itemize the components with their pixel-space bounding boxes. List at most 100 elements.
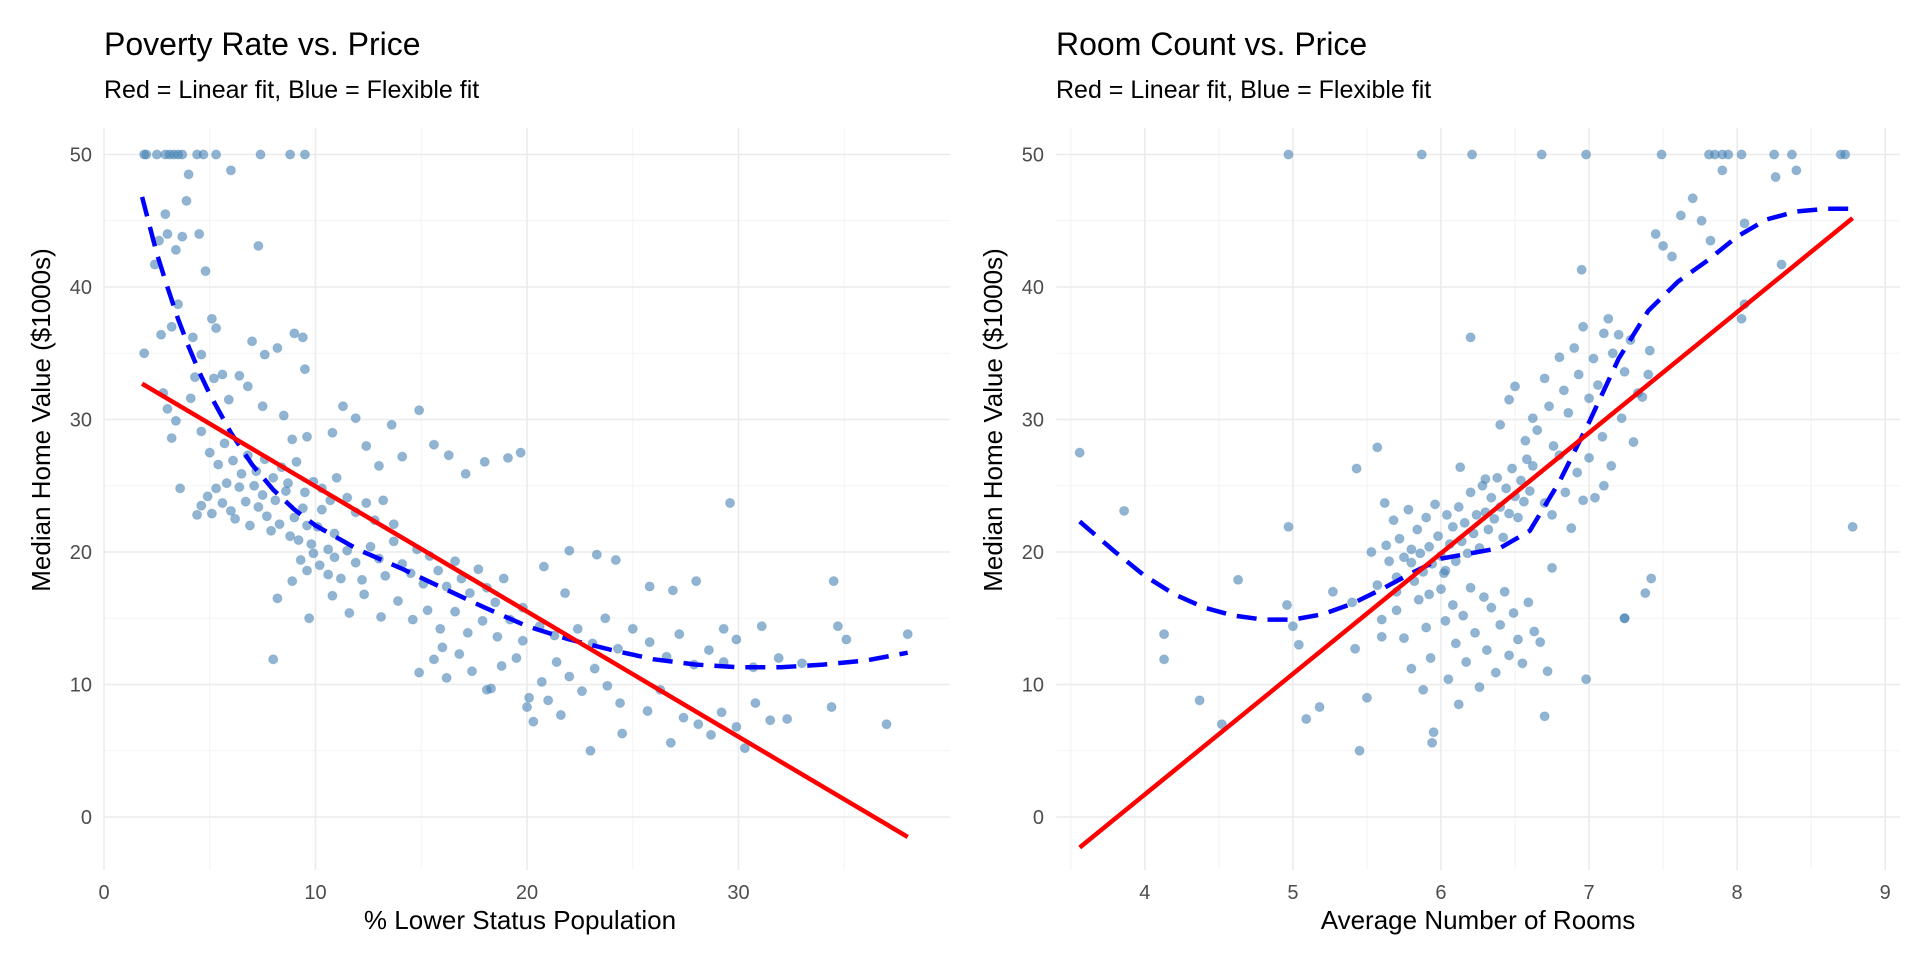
data-point [1503, 650, 1515, 661]
data-point [602, 680, 613, 691]
data-point [1403, 504, 1414, 515]
data-point [1770, 171, 1781, 183]
data-point [1687, 193, 1698, 204]
data-point [428, 654, 440, 665]
data-point [255, 149, 266, 160]
data-point [274, 519, 285, 530]
data-point [1527, 460, 1538, 471]
data-point [289, 328, 300, 339]
data-point [1619, 366, 1630, 377]
data-point [1523, 597, 1534, 608]
data-point [329, 552, 340, 563]
data-point [1840, 149, 1851, 160]
x-tick-label: 0 [98, 882, 109, 904]
data-point [1786, 149, 1798, 160]
x-tick-label: 30 [727, 882, 749, 904]
data-point [1421, 512, 1432, 523]
data-point [1529, 626, 1540, 637]
data-point [1398, 633, 1410, 644]
data-point [466, 666, 478, 677]
data-point [1613, 329, 1624, 340]
data-point [1548, 440, 1559, 452]
data-point [285, 149, 296, 160]
data-point [301, 565, 313, 576]
data-point [337, 401, 349, 412]
data-point [1478, 591, 1490, 603]
data-point [1372, 580, 1383, 591]
data-point [1376, 631, 1387, 642]
data-point [242, 381, 253, 392]
data-point [422, 605, 433, 616]
data-point [210, 322, 222, 334]
x-axis-title: Average Number of Rooms [1321, 905, 1636, 935]
data-point [259, 349, 270, 360]
data-point [826, 701, 837, 713]
data-point [204, 447, 215, 458]
data-point [1421, 622, 1432, 633]
data-point [536, 676, 547, 687]
data-point [1486, 492, 1497, 503]
chart-title: Room Count vs. Price [1056, 26, 1367, 62]
data-point [1480, 474, 1491, 485]
data-point [407, 614, 418, 625]
data-point [304, 613, 315, 624]
data-point [524, 692, 535, 703]
data-point [206, 313, 217, 324]
data-point [528, 716, 539, 727]
data-point [1416, 149, 1427, 160]
data-point [1418, 684, 1429, 695]
data-point [1539, 373, 1550, 384]
data-point [589, 663, 600, 674]
data-point [1465, 582, 1476, 593]
data-point [1372, 442, 1383, 453]
data-point [1539, 711, 1550, 722]
data-point [437, 642, 448, 653]
data-point [1471, 509, 1482, 521]
data-point [388, 519, 399, 530]
data-point [1578, 495, 1589, 506]
data-point [414, 667, 425, 678]
data-point [327, 427, 338, 438]
data-point [1598, 328, 1609, 339]
data-point [496, 660, 507, 672]
data-point [1666, 251, 1678, 262]
data-point [1509, 381, 1521, 392]
y-axis-title: Median Home Value ($1000s) [978, 248, 1008, 591]
data-point [1384, 556, 1395, 567]
data-point [278, 410, 289, 421]
data-point [731, 721, 742, 733]
data-point [1717, 165, 1728, 176]
panel-poverty-rate: Poverty Rate vs. Price Red = Linear fit,… [26, 26, 950, 935]
data-point [435, 623, 446, 634]
data-point [249, 480, 260, 491]
data-point [1283, 521, 1294, 532]
data-point [449, 556, 461, 567]
data-point [293, 534, 304, 546]
data-point [1415, 548, 1426, 559]
data-point [141, 149, 152, 160]
data-point [1158, 629, 1170, 640]
data-point [627, 623, 638, 634]
data-point [257, 401, 268, 412]
data-point [323, 544, 334, 555]
panel-room-count: Room Count vs. Price Red = Linear fit, B… [978, 26, 1900, 935]
data-point [139, 348, 150, 359]
data-point [773, 652, 784, 664]
data-point [1723, 149, 1734, 160]
data-point [1486, 602, 1497, 613]
data-point [724, 497, 736, 509]
scatter-points [1074, 149, 1858, 756]
chart-subtitle: Red = Linear fit, Blue = Flexible fit [104, 76, 479, 104]
data-point [223, 394, 234, 405]
data-point [515, 447, 526, 458]
data-point [1469, 627, 1481, 638]
data-point [285, 531, 296, 542]
data-point [1637, 391, 1648, 403]
y-tick-label: 40 [70, 277, 92, 299]
data-point [196, 349, 207, 360]
data-point [441, 672, 452, 683]
data-point [1440, 615, 1451, 627]
data-point [210, 483, 222, 494]
data-point [1425, 652, 1436, 664]
